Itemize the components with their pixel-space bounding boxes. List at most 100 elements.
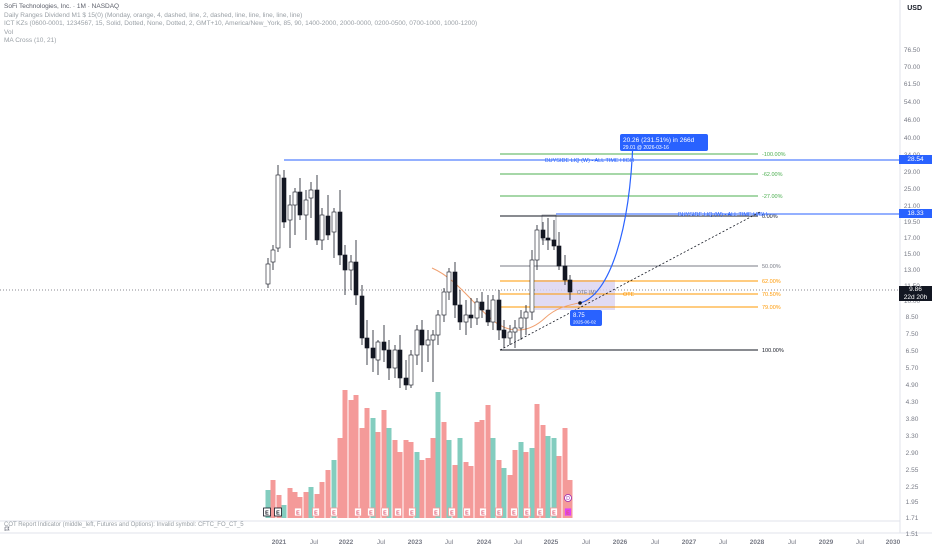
- price-tick: 8.50: [906, 314, 919, 321]
- cot-indicator-legend[interactable]: COT Report Indicator (middle_left, Futur…: [4, 522, 244, 528]
- earnings-marker-label: E: [356, 511, 360, 517]
- volume-bar: [507, 475, 513, 518]
- time-tick: 2021: [272, 539, 287, 546]
- price-tick: 2.55: [906, 467, 919, 474]
- earnings-marker-label: E: [332, 511, 336, 517]
- candle-body: [545, 237, 551, 241]
- earnings-marker-label: E: [434, 511, 438, 517]
- earnings-marker-label: E: [538, 511, 542, 517]
- fib-level-label: -62.00%: [762, 172, 783, 178]
- price-label-current: 9.86 22d 20h: [899, 286, 932, 301]
- volume-bar: [446, 440, 452, 518]
- point-date: 2025-06-02: [573, 320, 597, 325]
- volume-bar: [529, 448, 535, 518]
- volume-bar: [265, 490, 271, 518]
- candle-body: [540, 229, 546, 239]
- time-tick: 2025: [544, 539, 559, 546]
- indicator-volume[interactable]: Vol: [4, 28, 14, 36]
- earnings-marker: [510, 507, 518, 517]
- price-tick: 3.80: [906, 416, 919, 423]
- price-tick: 5.70: [906, 365, 919, 372]
- earnings-marker-label: E: [465, 511, 469, 517]
- volume-bar: [292, 492, 298, 518]
- candle-body: [353, 261, 359, 296]
- time-tick: 2029: [819, 539, 834, 546]
- volume-bar: [545, 436, 551, 518]
- volume-bar: [297, 497, 303, 518]
- volume-bar: [496, 460, 502, 518]
- symbol-title[interactable]: SoFi Technologies, Inc. · 1M · NASDAQ: [4, 3, 120, 10]
- price-tick: 1.71: [906, 515, 919, 522]
- earnings-marker: [274, 507, 282, 517]
- candle-body: [364, 337, 370, 349]
- volume-bar: [342, 390, 348, 518]
- earnings-marker: [564, 507, 572, 517]
- projection-anchor: [578, 301, 582, 305]
- candle-body: [270, 249, 276, 263]
- time-tick: Jul: [719, 539, 728, 546]
- earnings-marker: [381, 507, 389, 517]
- volume-bar: [308, 487, 314, 518]
- price-tick: 4.90: [906, 382, 919, 389]
- candle-body: [479, 301, 485, 311]
- earnings-marker-label: E: [450, 511, 454, 517]
- indicator-daily-ranges[interactable]: Daily Ranges Dividend M1 $ 15(0) (Monday…: [4, 11, 303, 19]
- price-label-top: 28.54: [899, 155, 932, 164]
- volume-bar: [523, 452, 529, 518]
- fib-level-label: -27.00%: [762, 194, 783, 200]
- volume-bar: [463, 462, 469, 518]
- candle-body: [414, 329, 420, 356]
- volume-bar: [386, 428, 392, 518]
- candle-body: [496, 299, 502, 331]
- earnings-marker: [523, 507, 531, 517]
- indicator-ict-kz[interactable]: ICT KZs (0600-0001, 1234567, 15, Solid, …: [4, 20, 478, 28]
- candle-body: [292, 191, 298, 206]
- dividend-marker: [564, 494, 572, 502]
- fib-level-label: 70.50%: [762, 292, 781, 298]
- price-tick: 3.30: [906, 433, 919, 440]
- price-tick: 2.25: [906, 484, 919, 491]
- volume-bar: [403, 440, 409, 518]
- volume-bar: [287, 488, 293, 518]
- earnings-marker: [394, 507, 402, 517]
- volume-bar: [353, 395, 359, 518]
- volume-bar: [419, 460, 425, 518]
- candle-body: [397, 349, 403, 379]
- price-tick: 15.00: [904, 251, 921, 258]
- earnings-marker-label: E: [410, 511, 414, 517]
- earnings-marker-label: E: [314, 511, 318, 517]
- volume-bar: [562, 428, 568, 518]
- candle-body: [325, 215, 331, 236]
- earnings-marker: [354, 507, 362, 517]
- candle-body: [551, 239, 557, 247]
- volume-bar: [518, 442, 524, 518]
- point-box: [570, 310, 602, 326]
- volume-bar: [540, 425, 546, 518]
- ote-label: OTE: [623, 292, 635, 298]
- candle-body: [403, 377, 409, 386]
- earnings-marker-label: E: [481, 511, 485, 517]
- volume-bar: [281, 505, 287, 518]
- currency-label[interactable]: USD: [907, 5, 922, 12]
- volume-bar: [430, 438, 436, 518]
- price-tick: 40.00: [904, 135, 921, 142]
- buyside-ath-label: BUYSIDE LIQ (W) - ALL TIME HIGH: [545, 158, 634, 164]
- earnings-marker-label: E: [552, 511, 556, 517]
- flag-icon: [4, 526, 10, 531]
- earnings-marker-label: E: [296, 511, 300, 517]
- earnings-marker-label: E: [383, 511, 387, 517]
- volume-bar: [534, 404, 540, 518]
- fib-level-label: 50.00%: [762, 264, 781, 270]
- candle-body: [534, 229, 540, 261]
- price-tick: 76.50: [904, 47, 921, 54]
- candle-body: [370, 347, 376, 359]
- dividend-marker-label: D: [566, 496, 570, 502]
- candle-body: [331, 211, 337, 233]
- volume-bar: [359, 428, 365, 518]
- candle-body: [287, 204, 293, 221]
- time-tick: 2024: [477, 539, 492, 546]
- indicator-ma-cross[interactable]: MA Cross (10, 21): [4, 37, 57, 45]
- earnings-marker-label: E: [276, 511, 280, 517]
- fib-level-label: 100.00%: [762, 348, 784, 354]
